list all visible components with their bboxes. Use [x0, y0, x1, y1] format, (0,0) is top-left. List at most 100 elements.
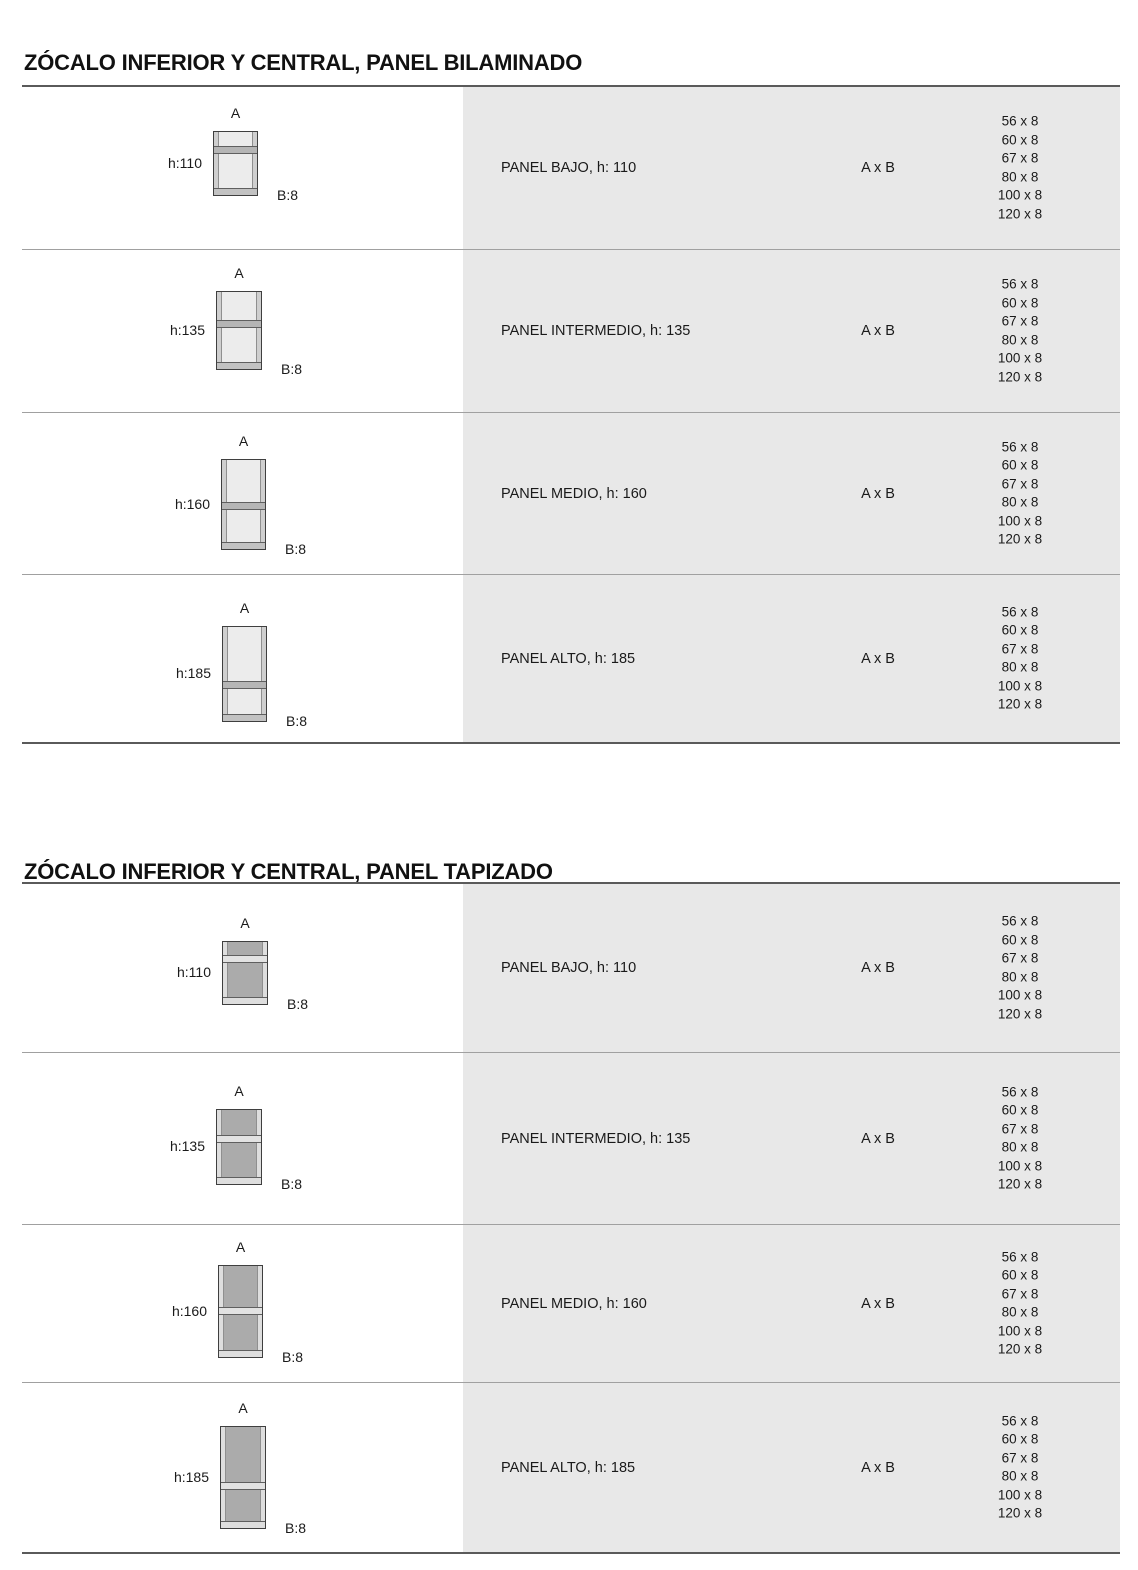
size-item: 67 x 8 [1001, 150, 1039, 166]
sizes-list: 56 x 8 60 x 8 67 x 8 80 x 8 100 x 8 120 … [960, 1248, 1080, 1359]
size-item: 100 x 8 [997, 187, 1043, 203]
central-zocalo-band [214, 146, 257, 154]
dim-b-label: B:8 [281, 1176, 303, 1192]
size-item: 120 x 8 [997, 531, 1043, 547]
panel-diagram: A h:160 B:8 [22, 413, 1120, 574]
panel-name: PANEL MEDIO, h: 160 [501, 1295, 647, 1312]
table-row-panel-intermedio: PANEL INTERMEDIO, h: 135 A x B 56 x 8 60… [22, 1052, 1120, 1224]
size-item: 80 x 8 [1001, 332, 1039, 347]
size-item: 100 x 8 [997, 1323, 1043, 1338]
axb-label: A x B [861, 960, 895, 976]
dim-a-label: A [238, 433, 249, 449]
size-item: 56 x 8 [1001, 913, 1039, 929]
dim-b-label: B:8 [277, 187, 299, 203]
height-label: h:110 [177, 964, 211, 980]
lower-zocalo-band [217, 362, 261, 369]
central-zocalo-band [219, 1307, 262, 1315]
row-info-cell: PANEL MEDIO, h: 160 A x B 56 x 8 60 x 8 … [463, 1225, 1120, 1382]
size-item: 100 x 8 [997, 1487, 1043, 1502]
panel-diagram: A h:110 B:8 [22, 884, 1120, 1052]
panel-diagram: A h:185 B:8 [22, 1383, 1120, 1552]
panel-diagram: A h:135 B:8 [22, 1053, 1120, 1224]
panel-diagram: A h:160 B:8 [22, 1225, 1120, 1382]
height-label: h:160 [171, 1302, 207, 1319]
height-label: h:135 [169, 1138, 205, 1154]
axb-label: A x B [861, 1459, 895, 1476]
table-row-panel-alto: PANEL ALTO, h: 185 A x B 56 x 8 60 x 8 6… [22, 1382, 1120, 1552]
panel-left-edge [223, 627, 228, 721]
panel-right-edge [256, 1110, 261, 1184]
dim-b-label: B:8 [287, 996, 309, 1012]
panel-drawing [216, 1109, 262, 1185]
table-row-panel-intermedio: PANEL INTERMEDIO, h: 135 A x B 56 x 8 60… [22, 249, 1120, 412]
panel-name: PANEL INTERMEDIO, h: 135 [501, 323, 691, 339]
size-item: 67 x 8 [1001, 950, 1039, 966]
panel-drawing [221, 459, 266, 550]
panel-drawing [213, 131, 258, 196]
size-item: 60 x 8 [1001, 1267, 1039, 1283]
lower-zocalo-band [219, 1350, 262, 1357]
panel-diagram: A h:110 B:8 [22, 87, 1120, 249]
table-row-panel-medio: PANEL MEDIO, h: 160 A x B 56 x 8 60 x 8 … [22, 412, 1120, 574]
axb-label: A x B [861, 160, 895, 176]
size-item: 120 x 8 [997, 1006, 1043, 1021]
row-info-cell: PANEL ALTO, h: 185 A x B 56 x 8 60 x 8 6… [463, 575, 1120, 742]
axb-label: A x B [861, 650, 895, 667]
panel-name: PANEL ALTO, h: 185 [501, 650, 636, 667]
size-item: 60 x 8 [1001, 1102, 1039, 1118]
dim-b-label: B:8 [286, 713, 308, 729]
lower-zocalo-band [221, 1521, 265, 1528]
axb-label: A x B [861, 1130, 895, 1147]
spec-table-bilaminado: PANEL BAJO, h: 110 A x B 56 x 8 60 x 8 6… [22, 85, 1120, 744]
central-zocalo-band [222, 502, 265, 510]
height-label: h:160 [174, 495, 210, 512]
size-item: 56 x 8 [1001, 439, 1039, 454]
central-zocalo-band [217, 1135, 261, 1143]
size-item: 80 x 8 [1001, 494, 1039, 510]
size-item: 56 x 8 [1001, 1084, 1039, 1099]
panel-right-edge [256, 292, 261, 369]
sizes-list: 56 x 8 60 x 8 67 x 8 80 x 8 100 x 8 120 … [960, 1083, 1080, 1194]
sizes-list: 56 x 8 60 x 8 67 x 8 80 x 8 100 x 8 120 … [960, 276, 1080, 387]
lower-zocalo-band [223, 714, 266, 721]
panel-drawing [220, 1426, 266, 1529]
panel-left-edge [214, 132, 219, 195]
table-row-panel-medio: PANEL MEDIO, h: 160 A x B 56 x 8 60 x 8 … [22, 1224, 1120, 1382]
panel-name: PANEL INTERMEDIO, h: 135 [501, 1130, 691, 1147]
dim-b-label: B:8 [281, 361, 303, 377]
panel-drawing [218, 1265, 263, 1358]
size-item: 60 x 8 [1001, 295, 1039, 310]
row-info-cell: PANEL BAJO, h: 110 A x B 56 x 8 60 x 8 6… [463, 87, 1120, 249]
size-item: 67 x 8 [1001, 1121, 1039, 1136]
panel-left-edge [223, 942, 228, 1004]
row-info-cell: PANEL INTERMEDIO, h: 135 A x B 56 x 8 60… [463, 250, 1120, 412]
panel-left-edge [217, 1110, 222, 1184]
height-label: h:185 [173, 1468, 209, 1485]
size-item: 120 x 8 [997, 206, 1043, 221]
size-item: 100 x 8 [997, 350, 1043, 366]
size-item: 100 x 8 [997, 1158, 1043, 1173]
dim-b-label: B:8 [285, 1520, 307, 1536]
sizes-list: 56 x 8 60 x 8 67 x 8 80 x 8 100 x 8 120 … [960, 113, 1080, 224]
dim-a-label: A [240, 915, 250, 931]
panel-left-edge [217, 292, 222, 369]
size-item: 56 x 8 [1001, 113, 1039, 129]
spec-table-tapizado: PANEL BAJO, h: 110 A x B 56 x 8 60 x 8 6… [22, 882, 1120, 1554]
size-item: 60 x 8 [1001, 457, 1039, 473]
panel-right-edge [252, 132, 257, 195]
panel-right-edge [262, 942, 267, 1004]
size-item: 100 x 8 [997, 513, 1043, 528]
panel-right-edge [261, 627, 266, 721]
table-row-panel-bajo: PANEL BAJO, h: 110 A x B 56 x 8 60 x 8 6… [22, 884, 1120, 1052]
sizes-list: 56 x 8 60 x 8 67 x 8 80 x 8 100 x 8 120 … [960, 1412, 1080, 1523]
panel-name: PANEL BAJO, h: 110 [501, 160, 637, 176]
dim-b-label: B:8 [285, 541, 307, 557]
lower-zocalo-band [222, 542, 265, 549]
panel-name: PANEL BAJO, h: 110 [501, 960, 637, 976]
axb-label: A x B [861, 323, 895, 339]
dim-a-label: A [235, 1239, 246, 1255]
lower-zocalo-band [217, 1177, 261, 1184]
size-item: 120 x 8 [997, 369, 1043, 384]
panel-left-edge [221, 1427, 226, 1528]
